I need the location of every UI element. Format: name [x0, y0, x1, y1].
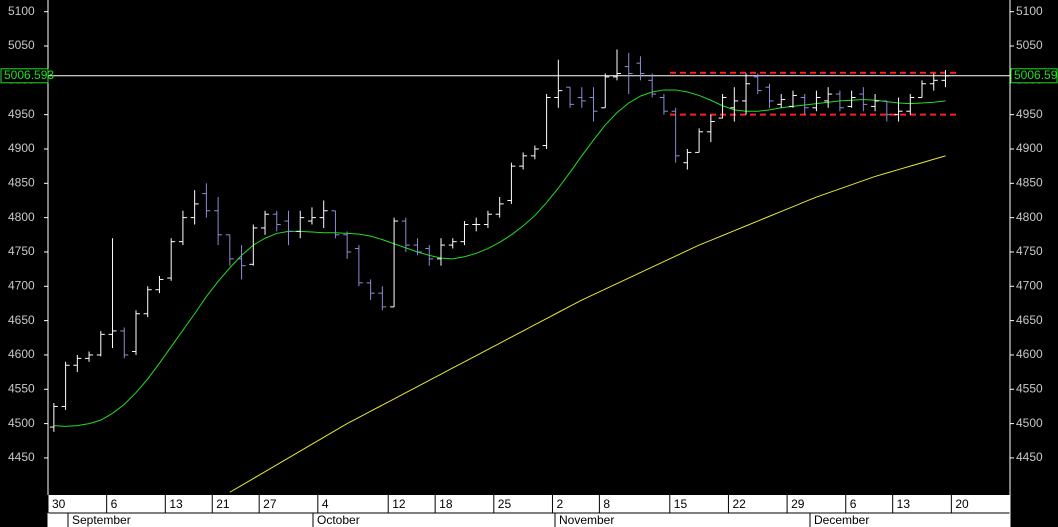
y-tick-label: 4600 — [8, 347, 35, 361]
x-tick-label: 8 — [603, 497, 610, 511]
y-tick-label: 4500 — [1016, 416, 1043, 430]
date-axis-strip — [48, 495, 1010, 527]
moving-average — [53, 89, 946, 427]
month-label: September — [72, 513, 131, 527]
moving-average — [229, 155, 946, 493]
y-tick-label: 4900 — [1016, 141, 1043, 155]
y-tick-label: 4950 — [8, 107, 35, 121]
y-tick-label: 4700 — [8, 278, 35, 292]
x-tick-label: 12 — [392, 497, 406, 511]
x-tick-label: 2 — [556, 497, 563, 511]
x-tick-label: 29 — [791, 497, 805, 511]
y-tick-label: 4950 — [1016, 107, 1043, 121]
y-tick-label: 4450 — [8, 450, 35, 464]
y-tick-label: 5100 — [1016, 4, 1043, 18]
y-tick-label: 4450 — [1016, 450, 1043, 464]
y-tick-label: 4750 — [1016, 244, 1043, 258]
x-tick-label: 13 — [897, 497, 911, 511]
y-tick-label: 4700 — [1016, 278, 1043, 292]
y-tick-label: 4800 — [8, 210, 35, 224]
month-label: October — [317, 513, 360, 527]
x-tick-label: 20 — [955, 497, 969, 511]
x-tick-label: 18 — [439, 497, 453, 511]
last-price-box — [1010, 68, 1058, 84]
y-tick-label: 4900 — [8, 141, 35, 155]
y-tick-label: 5100 — [8, 4, 35, 18]
x-tick-label: 30 — [52, 497, 66, 511]
x-tick-label: 22 — [732, 497, 746, 511]
x-tick-label: 6 — [850, 497, 857, 511]
y-tick-label: 4650 — [8, 313, 35, 327]
y-tick-label: 4650 — [1016, 313, 1043, 327]
y-tick-label: 4500 — [8, 416, 35, 430]
last-price-label: 5006.593 — [1014, 68, 1058, 82]
y-tick-label: 5050 — [8, 38, 35, 52]
y-tick-label: 4750 — [8, 244, 35, 258]
x-tick-label: 15 — [674, 497, 688, 511]
x-tick-label: 25 — [498, 497, 512, 511]
x-tick-label: 27 — [263, 497, 277, 511]
x-tick-label: 6 — [111, 497, 118, 511]
month-label: November — [559, 513, 614, 527]
x-tick-label: 21 — [216, 497, 230, 511]
last-price-box — [0, 68, 49, 84]
y-tick-label: 4800 — [1016, 210, 1043, 224]
x-tick-label: 13 — [169, 497, 183, 511]
month-label: December — [814, 513, 869, 527]
x-tick-label: 4 — [322, 497, 329, 511]
y-tick-label: 4850 — [8, 175, 35, 189]
y-tick-label: 4550 — [8, 381, 35, 395]
y-tick-label: 4850 — [1016, 175, 1043, 189]
y-tick-label: 4550 — [1016, 381, 1043, 395]
last-price-label: 5006.593 — [4, 68, 54, 82]
y-tick-label: 4600 — [1016, 347, 1043, 361]
y-tick-label: 5050 — [1016, 38, 1043, 52]
